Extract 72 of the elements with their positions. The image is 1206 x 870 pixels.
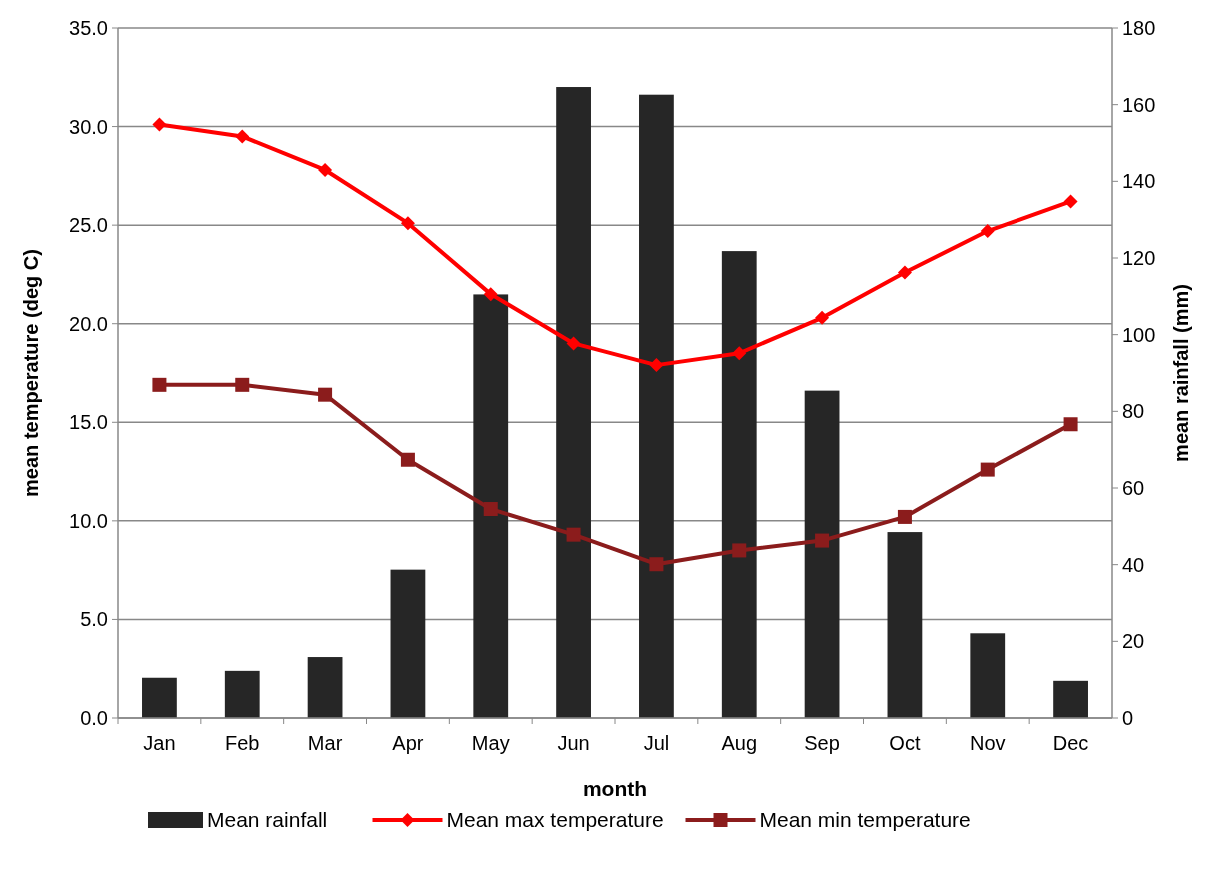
legend-label: Mean rainfall: [207, 808, 328, 831]
x-tick-label: Mar: [307, 732, 343, 754]
point: [1063, 194, 1078, 209]
point: [815, 310, 830, 325]
x-tick-label: May: [471, 732, 510, 754]
y-tick-label: 15.0: [69, 411, 108, 434]
y2-tick-label: 60: [1122, 477, 1145, 499]
point: [152, 117, 167, 132]
y2-tick-label: 80: [1122, 400, 1145, 423]
point: [152, 377, 167, 392]
x-tick-label: Dec: [1052, 732, 1089, 754]
point: [400, 452, 415, 467]
legend-label: Mean max temperature: [446, 808, 664, 831]
point: [1063, 417, 1078, 432]
bar: [224, 670, 260, 718]
bar: [556, 87, 591, 718]
bar: [473, 294, 509, 718]
point: [732, 543, 747, 558]
y2-tick-label: 140: [1122, 170, 1156, 193]
point: [649, 557, 664, 572]
point: [235, 129, 250, 144]
bar: [970, 633, 1006, 718]
x-tick-label: Nov: [969, 732, 1006, 754]
legend-label: Mean min temperature: [759, 808, 971, 831]
x-tick-label: Jul: [643, 732, 670, 754]
x-tick-label: Oct: [889, 732, 921, 754]
point: [483, 287, 498, 302]
y2-tick-label: 0: [1122, 707, 1134, 729]
y-tick-label: 25.0: [69, 214, 108, 237]
point: [980, 224, 995, 239]
y2-tick-label: 40: [1122, 553, 1145, 576]
y2-tick-label: 20: [1122, 630, 1145, 653]
y-tick-label: 0.0: [80, 707, 108, 729]
bar: [142, 677, 177, 718]
x-tick-label: Apr: [392, 732, 424, 754]
point: [235, 377, 250, 392]
point: [980, 462, 995, 477]
point: [400, 216, 415, 231]
bar: [721, 251, 757, 718]
point: [815, 533, 830, 548]
y-tick-label: 5.0: [80, 608, 108, 631]
y2-tick-label: 180: [1122, 17, 1156, 39]
point: [732, 346, 747, 361]
point: [897, 509, 912, 524]
y-tick-label: 20.0: [69, 312, 108, 335]
point: [318, 162, 333, 177]
y-axis-title: mean temperature (deg C): [20, 249, 42, 497]
bar: [307, 657, 343, 718]
x-tick-label: Jan: [143, 732, 176, 754]
x-tick-label: Aug: [721, 732, 758, 754]
y-tick-label: 35.0: [69, 17, 108, 39]
y-tick-label: 10.0: [69, 509, 108, 532]
bar: [887, 532, 923, 718]
bar: [390, 569, 426, 718]
point: [318, 387, 333, 402]
y-tick-label: 30.0: [69, 115, 108, 138]
bar: [804, 390, 840, 718]
x-tick-label: Feb: [225, 732, 260, 754]
bar: [1053, 680, 1088, 718]
point: [483, 502, 498, 517]
point: [566, 336, 581, 351]
y2-tick-label: 120: [1122, 247, 1156, 269]
y2-tick-label: 100: [1122, 323, 1156, 346]
x-tick-label: Jun: [557, 732, 590, 754]
y2-axis-title: mean rainfall (mm): [1170, 284, 1192, 462]
bar: [639, 94, 674, 718]
y2-tick-label: 160: [1122, 93, 1156, 116]
point: [566, 527, 581, 542]
point: [649, 358, 664, 373]
point: [897, 265, 912, 280]
x-tick-label: Sep: [804, 732, 840, 754]
x-axis-title: month: [582, 777, 648, 800]
